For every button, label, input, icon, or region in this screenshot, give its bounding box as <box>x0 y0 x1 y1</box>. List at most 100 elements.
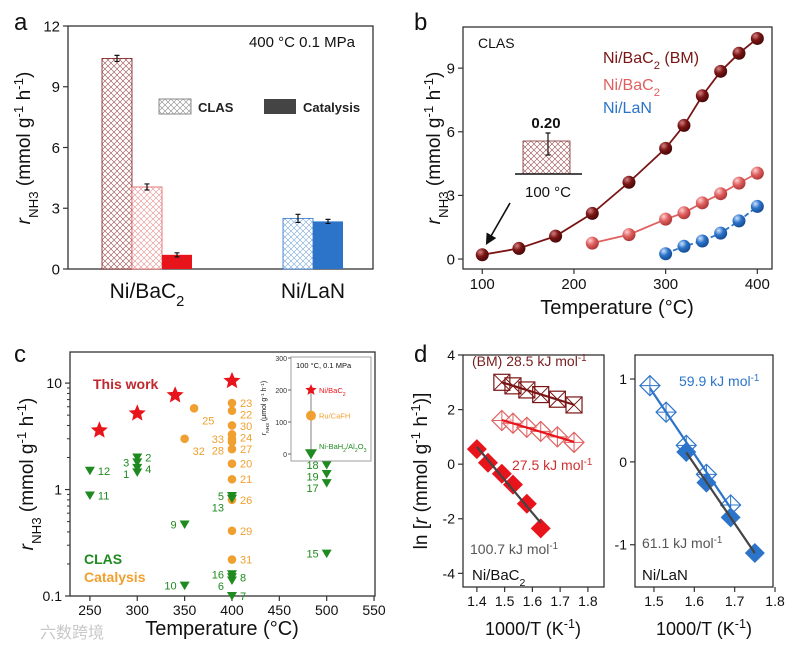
data-point-cross <box>639 375 660 396</box>
y-axis-label-part: (mmol g <box>14 118 35 192</box>
reference-label: 28 <box>212 445 224 457</box>
catalysis-point <box>227 555 237 564</box>
x-axis-label-part: ) <box>746 619 752 639</box>
bar <box>101 58 133 270</box>
inset-y-axis-label-part: h <box>261 387 268 393</box>
inset-point-label-part: 2 <box>343 392 346 398</box>
data-point <box>714 226 728 240</box>
activation-energy-label-part: -1 <box>751 373 760 384</box>
y-axis-label-part: -1 <box>11 78 26 90</box>
y-tick-label: -2 <box>443 511 456 527</box>
plot-frame <box>462 26 773 270</box>
reference-label: 7 <box>240 591 246 603</box>
data-point-cross <box>564 432 585 453</box>
bar <box>162 254 192 269</box>
data-point <box>750 31 764 45</box>
legend-swatch-catalysis <box>264 99 296 114</box>
activation-energy-label-part: -1 <box>549 541 558 552</box>
error-bar <box>174 252 180 258</box>
this-work-point <box>128 404 146 421</box>
activation-energy-label-part: -1 <box>584 457 593 468</box>
catalysis-point <box>227 398 237 408</box>
y-axis-label-part: (mmol g <box>17 444 38 518</box>
inset-y-axis-label: rNH3 (μmol g-1 h-1) <box>260 381 271 435</box>
error-bar <box>295 213 301 224</box>
y-tick-label: 10 <box>46 375 62 391</box>
y-tick-label: 0 <box>52 261 60 278</box>
reference-label: 27 <box>240 444 252 456</box>
data-point <box>622 228 636 242</box>
data-point <box>676 441 697 462</box>
error-bar <box>144 183 150 191</box>
y-tick-label: 9 <box>52 79 60 96</box>
x-tick-label: 1.7 <box>550 593 570 609</box>
category-label: Ni/BaC2 <box>110 280 185 310</box>
reference-label: 29 <box>240 526 252 538</box>
reference-label: 15 <box>306 549 318 561</box>
x-tick-label: 1.8 <box>765 593 785 609</box>
inset-triangle <box>305 449 317 460</box>
fit-line <box>476 446 542 524</box>
reference-label: 17 <box>306 483 318 495</box>
y-axis-label: ln [r (mmol g-1 h-1)] <box>408 393 433 550</box>
catalysis-point <box>180 434 189 444</box>
data-point <box>659 141 673 155</box>
y-axis-label-part: r <box>14 217 35 224</box>
panel-label-d: d <box>414 341 427 368</box>
inset-point-label-part: 2 <box>343 448 346 454</box>
panel-label-c: c <box>14 341 26 368</box>
reference-label: 23 <box>240 398 252 410</box>
legend-label: Ni/BaC2 (BM) <box>603 50 699 72</box>
legend-label: CLAS <box>198 100 234 115</box>
reference-label: 5 <box>218 491 224 503</box>
material-label-part: Ni/LaN <box>642 567 688 584</box>
data-point <box>491 463 512 484</box>
y-axis-label-part: ) <box>14 72 35 78</box>
activation-energy-label: 27.5 kJ mol-1 <box>512 457 592 474</box>
reference-label: 16 <box>212 569 224 581</box>
inset-point-label-part: /Al <box>346 442 355 451</box>
inset-point-label-part: 2 <box>355 448 358 454</box>
y-tick-label: 0 <box>447 251 455 268</box>
x-tick-label: 1.6 <box>685 593 705 609</box>
catalysis-point <box>227 526 237 536</box>
material-label-part: 2 <box>520 577 526 589</box>
activation-energy-label-part: -1 <box>714 535 723 546</box>
inset-point-label: Ru/CaFH <box>319 412 350 421</box>
fit-line <box>501 381 575 406</box>
clas-point <box>132 468 143 477</box>
y-axis-label-part: -1 <box>14 432 29 444</box>
reference-label: 21 <box>240 474 252 486</box>
clas-point <box>179 520 190 529</box>
y-axis-label-part: -1 <box>11 106 26 118</box>
data-point <box>695 234 709 248</box>
y-axis-label: rNH3 (mmol g-1 h-1) <box>421 72 451 225</box>
reference-label: 22 <box>240 410 252 422</box>
panel-label-b: b <box>414 9 427 36</box>
y-axis-label-part: h <box>424 90 445 106</box>
data-point <box>585 206 599 220</box>
condition-label: 400 °C 0.1 MPa <box>249 34 356 51</box>
data-point <box>530 518 551 539</box>
y-axis-label-part: ) <box>17 398 38 404</box>
y-tick-label: 1 <box>619 371 627 387</box>
inset-bar <box>522 140 571 175</box>
y-tick-label: 2 <box>447 401 455 417</box>
material-label: Ni/LaN <box>642 567 688 584</box>
inset-y-tick-label: 200 <box>275 388 287 395</box>
x-tick-label: 300 <box>126 602 150 618</box>
y-tick-label: 4 <box>447 347 455 363</box>
inset-y-tick-label: 300 <box>275 356 287 363</box>
y-axis-label: rNH3 (mmol g-1 h-1) <box>11 72 41 225</box>
reference-label: 2 <box>145 453 151 465</box>
y-axis-label-part: ln [ <box>411 523 432 549</box>
data-point <box>659 212 673 226</box>
bar <box>282 217 314 270</box>
error-bar <box>325 218 331 225</box>
y-tick-label: 1 <box>54 481 62 497</box>
clas-point <box>321 470 332 479</box>
